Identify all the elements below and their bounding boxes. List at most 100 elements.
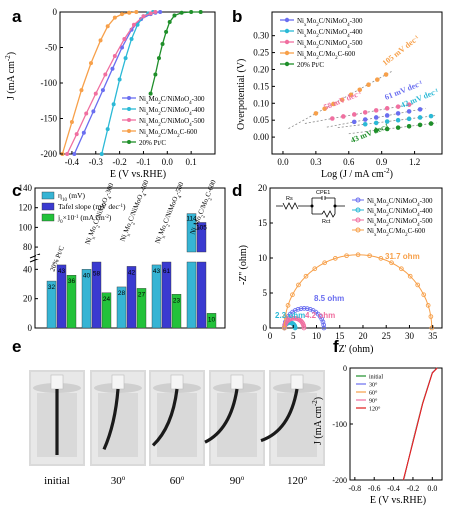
electrode-clip-e [50,374,64,390]
data-point-a [153,10,158,14]
legend-marker-a [127,118,131,122]
legend-label-a: NixMo2C/Mo2C-600 [139,128,198,139]
bar-c [171,294,182,329]
category-text-part: 2 [208,197,214,202]
electrode-sheet-e [260,388,299,443]
x-tick-label-a: -0.4 [65,157,80,167]
data-point-b [348,92,354,98]
legend-text-part: -400 [192,106,205,114]
y-tick-label-f: 0 [343,364,347,373]
data-point-a [123,56,128,61]
series-line-a [149,11,201,94]
data-point-d [389,260,394,266]
data-point-d [407,273,413,279]
photo-label-text: 120 [287,475,304,487]
data-point-d [320,319,326,325]
y-tick-label-c: 100 [19,222,33,232]
data-point-d [421,292,427,298]
y-tick-label-c: 0 [28,323,33,333]
legend-text-part: 2 [158,123,161,128]
data-point-d [425,303,431,308]
data-point-d [301,306,307,311]
data-point-a [172,13,177,18]
data-point-b [351,119,357,125]
data-point-a [198,10,203,14]
circuit-node-d [333,204,337,208]
nyquist-curve-d [283,254,433,329]
legend-text-part: Ni [367,227,374,235]
legend-text-part: 2 [405,233,408,238]
category-text-part: 4 [177,195,183,200]
data-point-d [415,282,421,288]
category-text-part: C/NiMoO [127,193,145,222]
category-text-part: 2 [96,224,102,229]
data-point-b [313,111,319,116]
legend-marker-b [284,50,290,56]
legend-text-part: x [374,213,377,218]
panel-letter-a: a [12,7,22,26]
bar-value-label-c: 23 [173,297,181,304]
data-point-b [331,101,336,107]
data-point-a [122,36,127,41]
legend-text-part: Ni [139,95,146,103]
legend-text-part: Ni [139,128,146,136]
data-point-d [292,308,298,313]
category-text-part: x [126,233,132,238]
data-point-b [357,87,363,93]
legend-text-part: x [304,45,307,50]
y-tick-label-b: 0.00 [253,132,269,142]
legend-text-part: -300 [350,17,363,25]
data-point-b [384,113,390,118]
legend-text-part: x [304,23,307,28]
legend-text-part: -300 [420,197,433,205]
x-tick-label-d: 5 [291,331,296,341]
legend-label-b: NixMo2C/NiMoO4-400 [297,28,363,39]
y-tick-label-c: 40 [23,264,33,274]
legend-text-part: ) [109,213,112,222]
data-point-d [321,322,327,328]
legend-label-c: Tafel slope (mV dec-1) [58,202,126,211]
data-point-b [373,120,379,126]
legend-text-part: 2 [386,203,389,208]
bar-value-label-c: 40 [83,272,91,279]
x-tick-label-a: -0.3 [89,157,104,167]
y-tick-label-b: 0.15 [253,81,269,91]
bar-c [136,288,147,329]
electrode-clip-e [230,374,244,390]
data-point-a [105,127,110,132]
legend-label-b: NixMo2C/NiMoO4-500 [297,39,363,50]
data-point-b [406,102,412,107]
legend-text-part: x [146,101,149,106]
legend-text-part: C/Mo [161,128,178,136]
rct-annotation-d: 4.2 ohm [305,311,335,320]
category-text-part: -300 [103,182,115,197]
x-tick-label-d: 0 [268,331,273,341]
data-point-d [378,256,384,261]
series-line-f [402,367,438,481]
legend-text-part: 4 [347,23,350,28]
electrode-sheet-e [102,388,120,451]
data-point-d [429,325,435,331]
legend-label-c: j0×10-1 (mA cm-2) [57,213,112,225]
data-point-b [428,113,434,119]
bar-c [46,280,57,329]
panel-letter-f: f [333,337,339,356]
legend-marker-a [127,140,131,144]
data-point-a [79,88,84,93]
legend-b: NixMo2C/NiMoO4-300NixMo2C/NiMoO4-400NixM… [280,17,363,69]
panel-letter-d: d [232,181,242,200]
legend-a: NixMo2C/NiMoO4-300NixMo2C/NiMoO4-400NixM… [122,95,205,147]
data-point-b [362,121,368,127]
x-tick-label-d: 30 [405,331,415,341]
equivalent-circuit: Rs CPE1 Rct [276,190,345,225]
data-point-b [384,119,390,124]
bar-value-label-c: 27 [138,291,146,298]
data-point-b [406,109,412,114]
photo-label-text: 60 [170,475,182,487]
rct-annotation-d: 2.3 ohm [275,311,305,320]
y-tick-label-a: -150 [41,114,58,124]
y-tick-label-b: 0.20 [253,64,269,74]
x-axis-label-b: Log (J / mA cm-2) [321,167,393,180]
legend-text-part: 4 [417,223,420,228]
legend-text-part: C/NiMoO [389,207,417,215]
